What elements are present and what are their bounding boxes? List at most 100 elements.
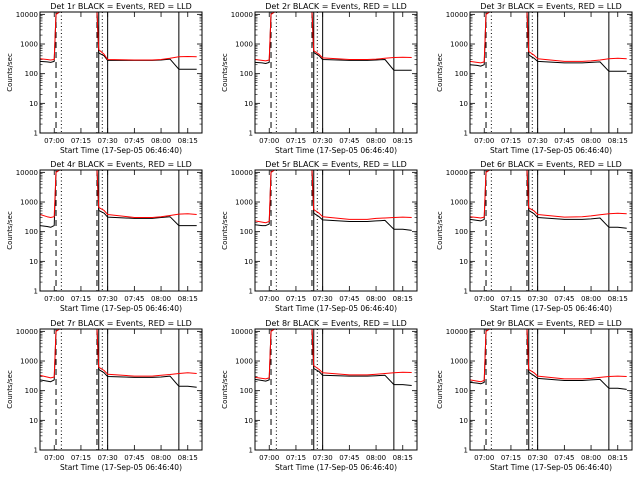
y-tick-label: 10 (29, 417, 38, 425)
chart-panel: Det 1r BLACK = Events, RED = LLD Counts/s… (6, 2, 203, 155)
x-tick-label: 08:00 (151, 295, 171, 303)
x-tick-label: 07:15 (286, 295, 306, 303)
y-tick-label: 100 (240, 228, 253, 236)
y-tick-label: 100 (455, 387, 468, 395)
x-tick-label: 07:15 (501, 137, 521, 145)
chart-title: Det 6r BLACK = Events, RED = LLD (480, 160, 622, 169)
x-tick-label: 07:15 (501, 295, 521, 303)
y-tick-label: 10 (459, 100, 468, 108)
x-tick-label: 07:45 (124, 137, 144, 145)
chart-panel: Det 5r BLACK = Events, RED = LLD Counts/s… (221, 160, 418, 313)
plot-area (470, 329, 627, 450)
y-tick-label: 100 (455, 228, 468, 236)
y-tick-label: 1 (34, 447, 38, 455)
chart-title: Det 8r BLACK = Events, RED = LLD (265, 319, 407, 328)
x-tick-label: 07:15 (71, 137, 91, 145)
series-line-lld (470, 329, 627, 383)
y-tick-label: 1000 (235, 358, 253, 366)
y-tick-label: 10000 (16, 11, 38, 19)
plot-frame (469, 169, 633, 292)
y-tick-label: 100 (240, 387, 253, 395)
y-tick-label: 10000 (446, 169, 468, 177)
plot-area (255, 12, 412, 133)
y-tick-label: 1 (464, 288, 468, 296)
plot-frame (469, 11, 633, 134)
plot-frame (254, 328, 418, 451)
plot-area (255, 329, 412, 450)
chart-panel: Det 9r BLACK = Events, RED = LLD Counts/s… (436, 319, 633, 472)
plot-frame (39, 169, 203, 292)
y-tick-label: 10000 (446, 328, 468, 336)
y-tick-label: 1 (34, 130, 38, 138)
y-tick-label: 1000 (450, 41, 468, 49)
series-line-events (40, 12, 197, 70)
y-axis-label: Counts/sec (436, 211, 444, 250)
series-line-lld (470, 170, 627, 219)
series-line-events (255, 12, 412, 71)
x-tick-label: 07:15 (71, 295, 91, 303)
x-tick-label: 08:15 (608, 137, 628, 145)
y-tick-label: 10000 (231, 169, 253, 177)
series-line-events (40, 170, 197, 228)
series-line-events (470, 329, 627, 390)
y-tick-label: 10 (29, 258, 38, 266)
x-tick-label: 07:45 (554, 454, 574, 462)
plot-area (40, 12, 197, 133)
y-tick-label: 10 (459, 417, 468, 425)
x-tick-label: 07:30 (313, 454, 333, 462)
y-axis-label: Counts/sec (221, 211, 229, 250)
y-axis-label: Counts/sec (436, 53, 444, 92)
x-tick-label: 07:30 (528, 295, 548, 303)
x-axis-label: Start Time (17-Sep-05 06:46:40) (490, 146, 612, 155)
chart-panel: Det 6r BLACK = Events, RED = LLD Counts/s… (436, 160, 633, 313)
plot-frame (254, 11, 418, 134)
x-tick-label: 07:30 (528, 137, 548, 145)
y-axis-label: Counts/sec (6, 211, 14, 250)
x-tick-label: 07:45 (554, 137, 574, 145)
series-line-events (255, 170, 412, 231)
y-tick-label: 10000 (16, 169, 38, 177)
x-tick-label: 08:00 (151, 454, 171, 462)
x-tick-label: 07:45 (124, 454, 144, 462)
chart-panel: Det 7r BLACK = Events, RED = LLD Counts/s… (6, 319, 203, 472)
y-tick-label: 10 (244, 417, 253, 425)
x-tick-label: 07:00 (259, 454, 279, 462)
x-tick-label: 07:30 (313, 295, 333, 303)
y-axis-label: Counts/sec (6, 53, 14, 92)
x-tick-label: 08:15 (393, 137, 413, 145)
x-axis-label: Start Time (17-Sep-05 06:46:40) (275, 463, 397, 472)
x-tick-label: 08:00 (581, 137, 601, 145)
x-tick-label: 07:00 (44, 454, 64, 462)
series-line-events (40, 329, 197, 388)
x-axis-label: Start Time (17-Sep-05 06:46:40) (275, 146, 397, 155)
x-axis-label: Start Time (17-Sep-05 06:46:40) (490, 463, 612, 472)
plot-area (255, 170, 412, 291)
plot-frame (254, 169, 418, 292)
y-axis-label: Counts/sec (221, 53, 229, 92)
y-tick-label: 100 (25, 228, 38, 236)
x-tick-label: 07:30 (98, 295, 118, 303)
plot-frame (39, 11, 203, 134)
series-line-lld (40, 170, 197, 218)
series-line-lld (40, 12, 197, 61)
chart-panel: Det 8r BLACK = Events, RED = LLD Counts/s… (221, 319, 418, 472)
chart-title: Det 9r BLACK = Events, RED = LLD (480, 319, 622, 328)
chart-title: Det 3r BLACK = Events, RED = LLD (480, 2, 622, 11)
chart-panel: Det 2r BLACK = Events, RED = LLD Counts/s… (221, 2, 418, 155)
series-line-lld (40, 329, 197, 379)
y-tick-label: 1000 (20, 358, 38, 366)
y-tick-label: 1 (249, 447, 253, 455)
chart-title: Det 2r BLACK = Events, RED = LLD (265, 2, 407, 11)
y-tick-label: 10000 (231, 11, 253, 19)
x-tick-label: 08:15 (393, 454, 413, 462)
y-tick-label: 1000 (450, 358, 468, 366)
x-tick-label: 08:15 (608, 295, 628, 303)
x-tick-label: 08:00 (581, 295, 601, 303)
y-tick-label: 10 (244, 100, 253, 108)
plot-area (40, 329, 197, 450)
x-tick-label: 07:45 (124, 295, 144, 303)
x-tick-label: 07:00 (259, 137, 279, 145)
y-tick-label: 100 (25, 387, 38, 395)
y-tick-label: 1000 (450, 199, 468, 207)
